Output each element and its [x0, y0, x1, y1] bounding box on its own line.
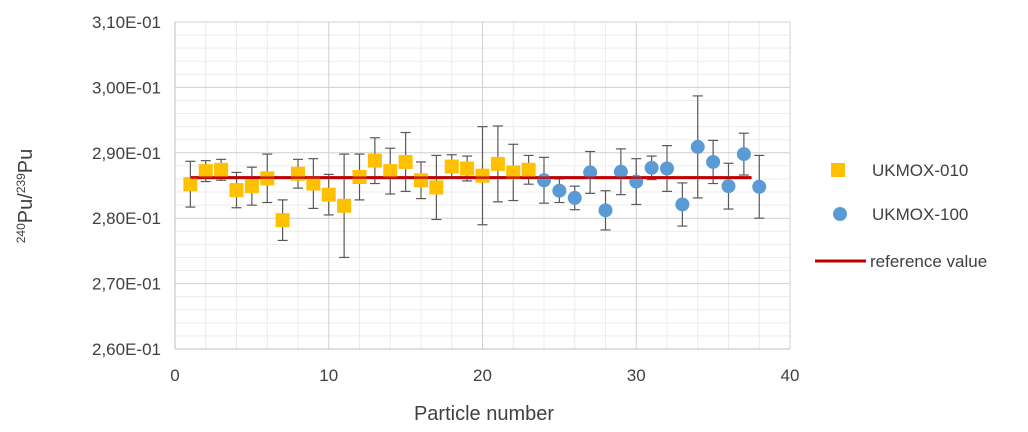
y-axis-title-isotope-1: 240	[14, 223, 28, 243]
y-tick-label: 2,70E-01	[92, 275, 161, 294]
data-point	[583, 165, 598, 180]
y-axis-title-element-1: Pu/	[15, 193, 37, 223]
data-point	[660, 161, 674, 176]
data-point	[383, 164, 398, 179]
data-point	[552, 183, 567, 198]
legend-marker-ukmox-010	[831, 163, 845, 177]
data-point	[321, 187, 336, 202]
data-point	[306, 176, 321, 191]
data-point	[675, 197, 690, 212]
y-tick-label: 3,00E-01	[92, 78, 161, 97]
y-axis-title-isotope-2: 239	[14, 173, 28, 193]
legend-marker-ukmox-100	[833, 207, 847, 221]
y-axis-title-element-2: Pu	[15, 149, 37, 173]
data-point	[198, 164, 213, 179]
data-point	[613, 164, 628, 179]
legend-label-ukmox-100: UKMOX-100	[872, 205, 968, 224]
legend-label-reference-value: reference value	[870, 252, 987, 271]
data-point	[414, 173, 428, 188]
data-point	[598, 203, 613, 218]
data-point	[460, 161, 475, 176]
series-ukmox-010	[183, 125, 536, 259]
y-tick-label: 2,90E-01	[92, 144, 161, 163]
data-point	[229, 183, 244, 198]
x-tick-label: 40	[781, 366, 800, 385]
data-point	[537, 173, 551, 188]
data-point	[275, 213, 290, 228]
y-tick-label: 2,60E-01	[92, 340, 161, 359]
data-point	[183, 177, 198, 192]
data-point	[367, 153, 382, 168]
x-axis-title: Particle number	[414, 403, 554, 425]
x-tick-label: 10	[319, 366, 338, 385]
data-point	[214, 162, 229, 177]
data-point	[752, 179, 767, 194]
legend-label-ukmox-010: UKMOX-010	[872, 161, 968, 180]
legend: UKMOX-010 UKMOX-100 reference value	[815, 161, 987, 271]
data-point	[444, 159, 459, 174]
data-point	[337, 198, 352, 213]
data-point	[429, 180, 444, 195]
data-point	[475, 168, 490, 183]
data-point	[244, 179, 259, 194]
y-tick-label: 3,10E-01	[92, 13, 161, 32]
x-axis-tick-labels: 0 10 20 30 40	[170, 366, 799, 385]
plot-frame	[174, 22, 790, 350]
x-tick-label: 0	[170, 366, 179, 385]
data-point	[721, 179, 736, 194]
x-tick-label: 30	[627, 366, 646, 385]
series-ukmox-100	[537, 95, 767, 231]
data-point	[506, 165, 521, 180]
y-tick-label: 2,80E-01	[92, 209, 161, 228]
data-point	[490, 156, 505, 171]
data-point	[644, 160, 659, 175]
data-point	[736, 147, 751, 162]
y-axis-tick-labels: 2,60E-01 2,70E-01 2,80E-01 2,90E-01 3,00E-01…	[92, 13, 161, 359]
x-tick-label: 20	[473, 366, 492, 385]
y-axis-title: 240Pu/239Pu	[14, 149, 37, 244]
data-point	[521, 162, 536, 177]
data-point	[567, 190, 582, 205]
data-point	[690, 139, 705, 154]
series-layer	[183, 95, 767, 259]
data-point	[398, 154, 413, 169]
data-point	[706, 154, 721, 169]
